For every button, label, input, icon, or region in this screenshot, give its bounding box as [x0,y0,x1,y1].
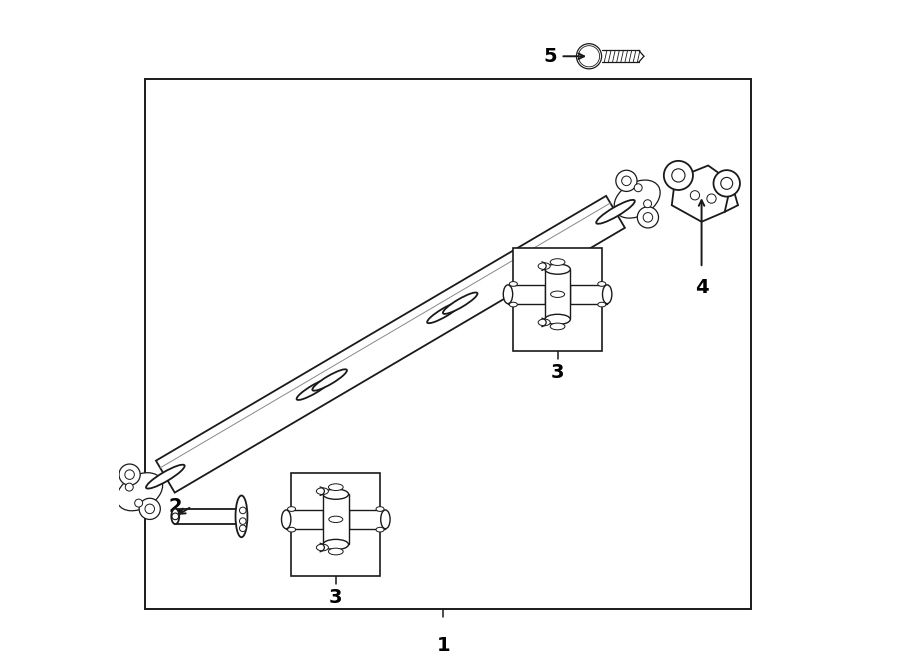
Bar [348,510,385,529]
Circle shape [644,213,652,222]
Circle shape [125,483,133,491]
Ellipse shape [376,528,384,532]
Bar [544,269,571,319]
Bar [323,495,348,544]
Ellipse shape [287,506,295,511]
Ellipse shape [146,465,184,489]
Circle shape [579,46,599,67]
Bar [146,79,752,609]
Ellipse shape [509,281,518,286]
Circle shape [616,170,637,191]
Ellipse shape [538,319,550,326]
Bar [291,473,381,576]
Circle shape [714,170,740,197]
Ellipse shape [328,484,343,491]
Circle shape [239,525,246,532]
Circle shape [576,44,601,69]
Bar [571,285,608,304]
Text: 5: 5 [544,47,557,66]
Circle shape [140,498,160,520]
Ellipse shape [381,510,390,529]
Ellipse shape [550,259,565,265]
Ellipse shape [287,528,295,532]
Circle shape [581,48,597,64]
Bar [286,510,323,529]
Circle shape [721,177,733,189]
Circle shape [125,470,134,479]
Ellipse shape [550,323,565,330]
Circle shape [664,161,693,190]
Circle shape [634,184,643,192]
Ellipse shape [614,180,661,218]
Polygon shape [671,166,732,222]
Ellipse shape [317,544,328,551]
Bar [513,248,602,351]
Ellipse shape [117,473,163,511]
Ellipse shape [503,285,513,304]
Circle shape [172,513,178,520]
Ellipse shape [297,379,331,400]
Circle shape [239,518,246,524]
Ellipse shape [328,516,343,522]
Polygon shape [156,196,625,493]
Text: 3: 3 [551,363,564,382]
Circle shape [239,507,246,514]
Ellipse shape [544,264,571,274]
Circle shape [706,194,716,203]
Bar [508,285,544,304]
Ellipse shape [312,369,347,391]
Ellipse shape [236,495,248,538]
Ellipse shape [376,506,384,511]
Ellipse shape [328,548,343,555]
Ellipse shape [538,263,550,269]
Ellipse shape [443,293,478,314]
Polygon shape [176,509,241,524]
Circle shape [135,499,142,507]
Ellipse shape [323,489,348,499]
Circle shape [671,169,685,182]
Ellipse shape [171,508,179,524]
Ellipse shape [282,510,291,529]
Circle shape [637,207,659,228]
Ellipse shape [598,281,606,286]
Ellipse shape [598,303,606,307]
Ellipse shape [596,200,634,224]
Circle shape [644,200,652,208]
Ellipse shape [544,314,571,324]
Text: 3: 3 [329,588,343,607]
Ellipse shape [551,291,564,297]
Circle shape [145,504,155,514]
Ellipse shape [323,540,348,549]
Text: 2: 2 [168,497,182,516]
Circle shape [119,464,140,485]
Ellipse shape [428,302,462,323]
Circle shape [690,191,699,200]
Ellipse shape [602,285,612,304]
Circle shape [622,176,631,185]
Text: 1: 1 [436,636,450,655]
Ellipse shape [317,488,328,495]
Text: 4: 4 [695,278,708,297]
Ellipse shape [509,303,518,307]
